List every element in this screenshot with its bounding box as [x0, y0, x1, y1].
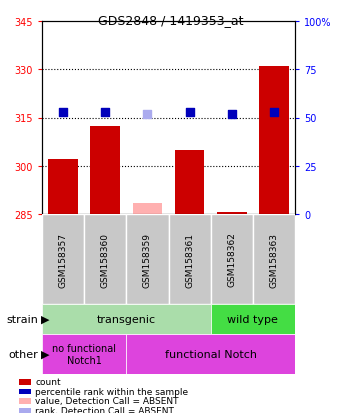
Point — [60, 109, 66, 116]
Bar — [175, 150, 204, 214]
Text: GSM158359: GSM158359 — [143, 232, 152, 287]
Bar — [217, 213, 247, 214]
Text: value, Detection Call = ABSENT: value, Detection Call = ABSENT — [35, 396, 179, 406]
Bar — [168, 214, 211, 304]
Text: other: other — [9, 349, 39, 359]
Bar — [253, 214, 295, 304]
Text: wild type: wild type — [227, 314, 278, 324]
Bar — [90, 126, 120, 214]
Text: percentile rank within the sample: percentile rank within the sample — [35, 387, 188, 396]
Bar — [84, 214, 126, 304]
Bar — [126, 214, 168, 304]
Bar — [211, 304, 295, 334]
Bar — [48, 160, 78, 214]
Text: functional Notch: functional Notch — [165, 349, 257, 359]
Bar — [211, 214, 253, 304]
Point — [145, 111, 150, 118]
Bar — [42, 334, 126, 374]
Text: GSM158362: GSM158362 — [227, 232, 236, 287]
Text: GDS2848 / 1419353_at: GDS2848 / 1419353_at — [98, 14, 243, 27]
Text: GSM158357: GSM158357 — [59, 232, 68, 287]
Text: transgenic: transgenic — [97, 314, 156, 324]
Point — [229, 111, 235, 118]
Bar — [133, 203, 162, 214]
Text: ▶: ▶ — [41, 349, 49, 359]
Point — [187, 109, 192, 116]
Bar — [42, 304, 211, 334]
Bar — [42, 214, 84, 304]
Text: strain: strain — [7, 314, 39, 324]
Bar — [126, 334, 295, 374]
Bar — [259, 67, 289, 214]
Point — [271, 109, 277, 116]
Text: GSM158363: GSM158363 — [269, 232, 278, 287]
Text: ▶: ▶ — [41, 314, 49, 324]
Text: no functional
Notch1: no functional Notch1 — [52, 343, 116, 365]
Text: count: count — [35, 377, 61, 387]
Point — [103, 109, 108, 116]
Text: rank, Detection Call = ABSENT: rank, Detection Call = ABSENT — [35, 406, 174, 413]
Text: GSM158361: GSM158361 — [185, 232, 194, 287]
Text: GSM158360: GSM158360 — [101, 232, 110, 287]
